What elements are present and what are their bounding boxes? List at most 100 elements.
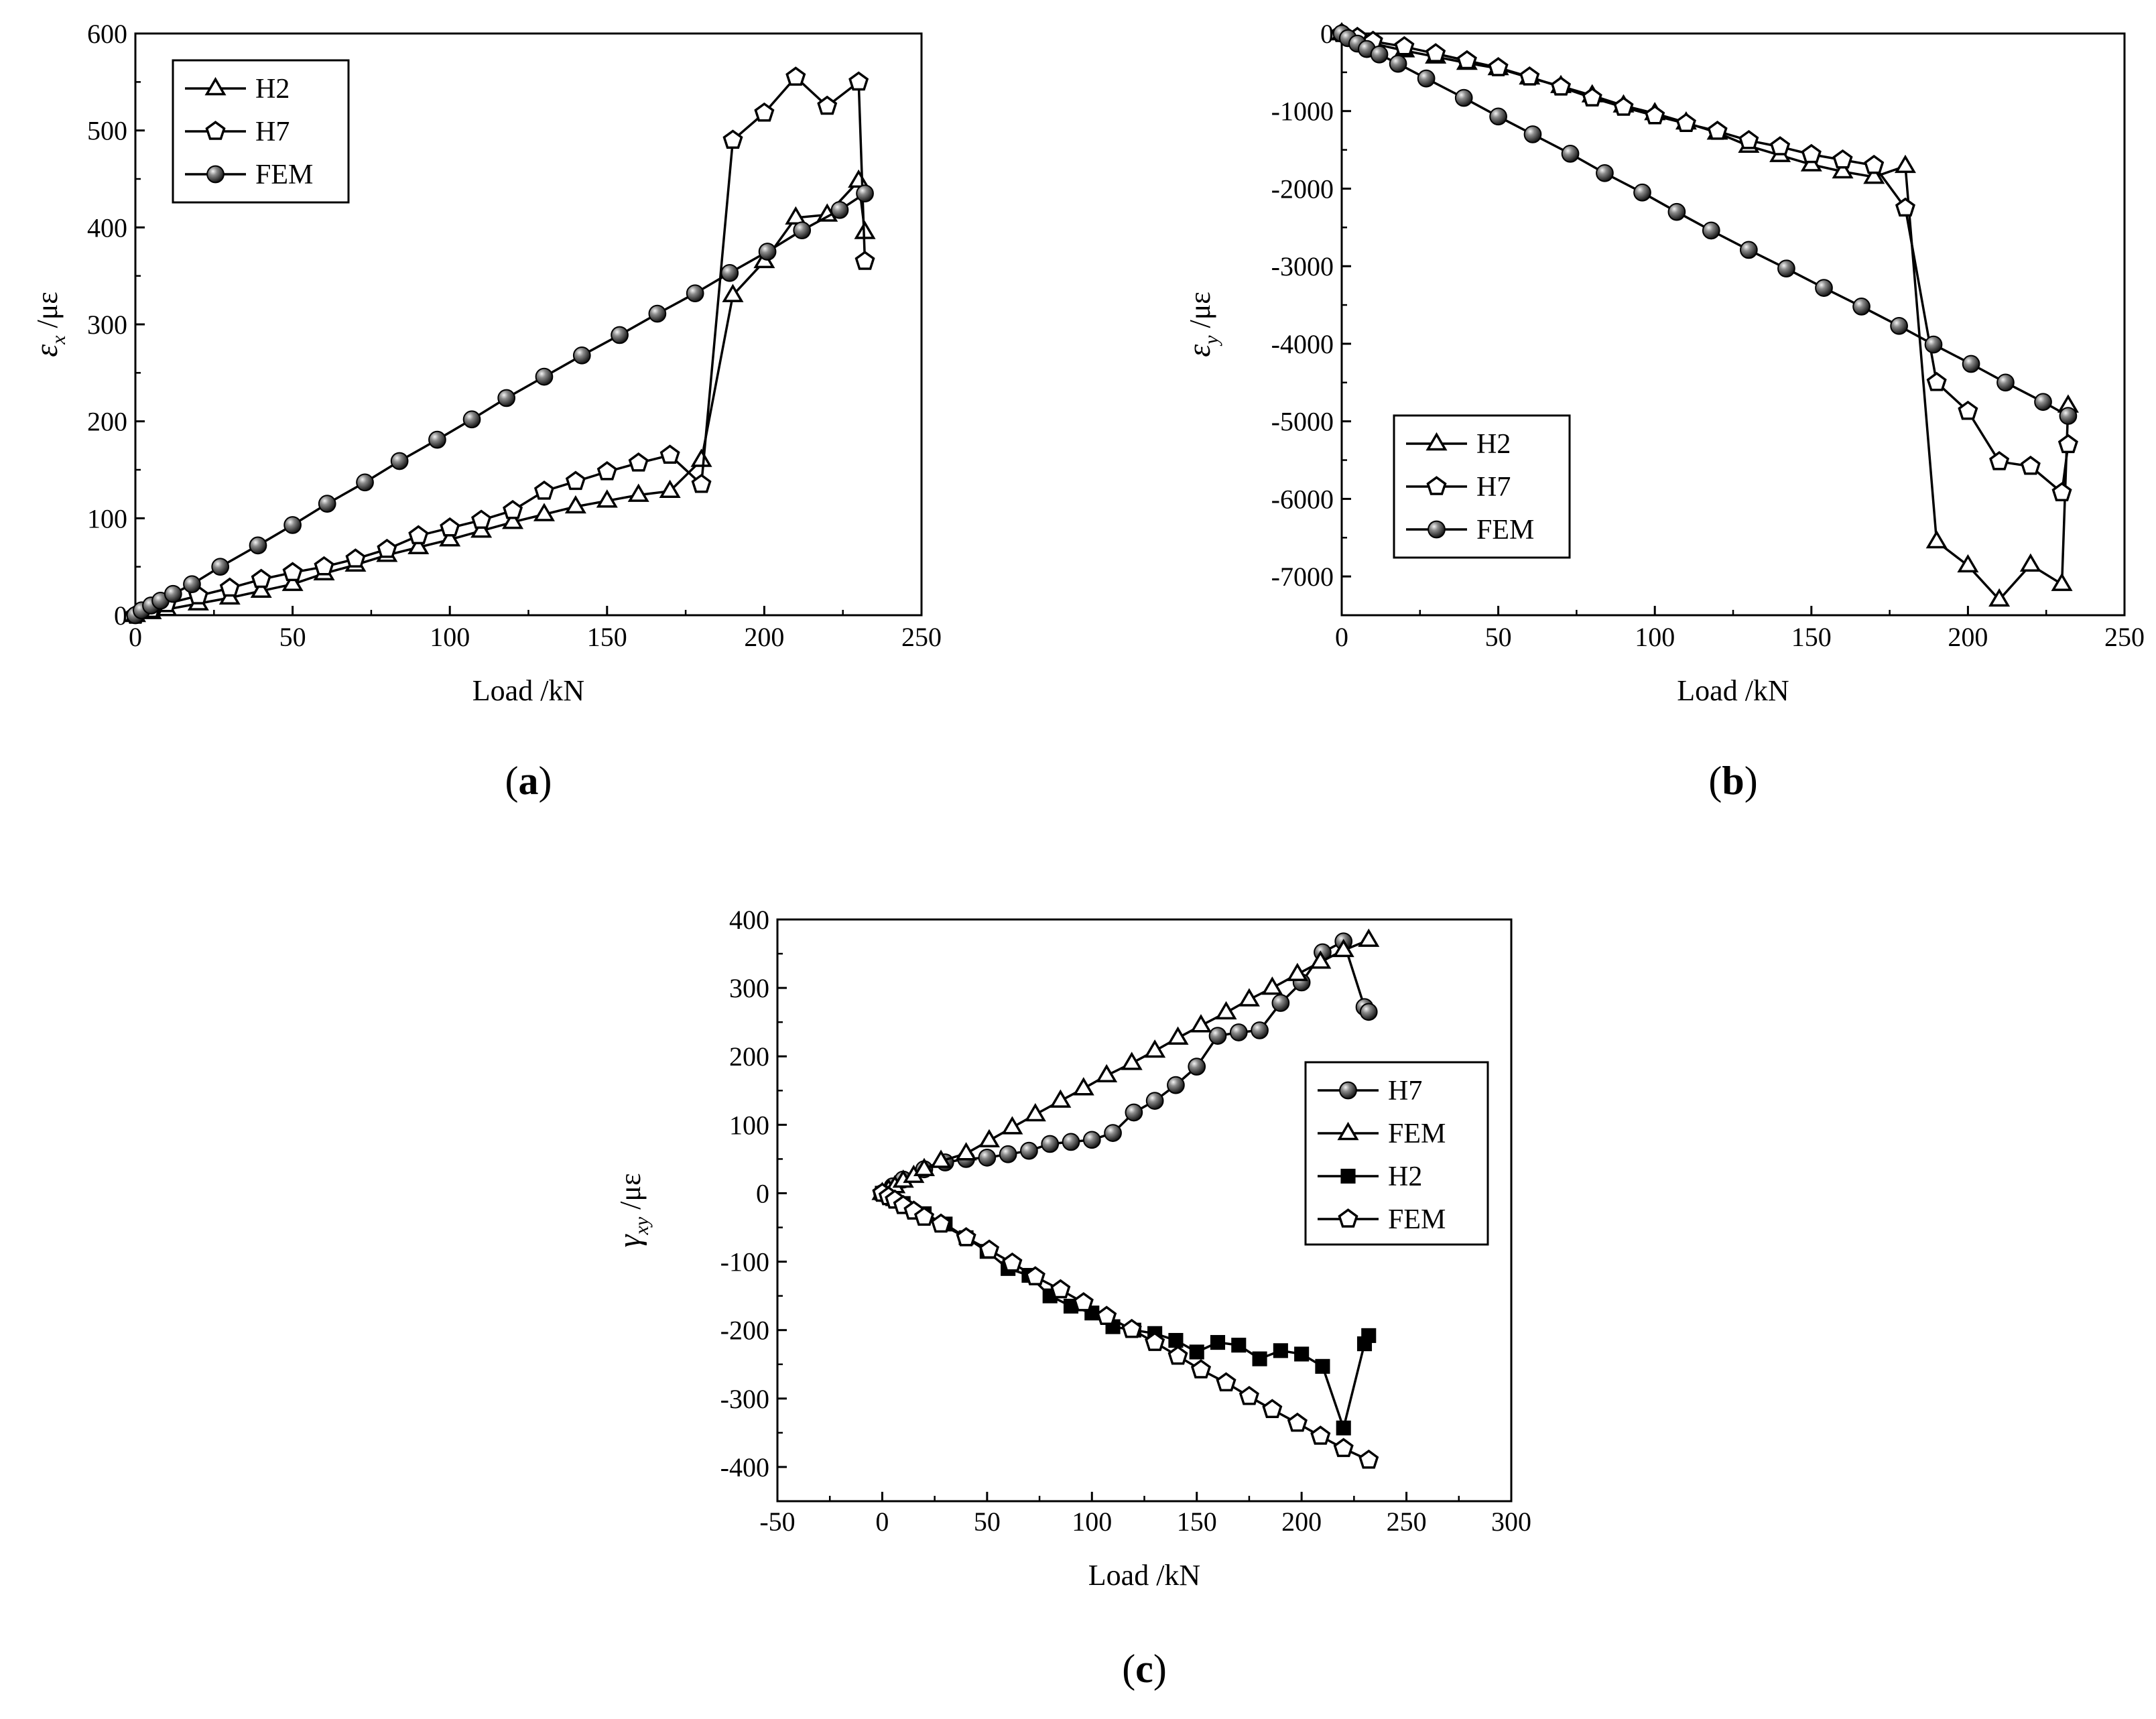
chart-c-point-fem: [1333, 1438, 1354, 1458]
chart-b-point-h2: [1988, 588, 2011, 607]
chart-a-point-h2: [533, 503, 555, 521]
chart-c-y-tick-label: 300: [729, 973, 769, 1003]
chart-b-x-tick-label: 150: [1791, 622, 1832, 652]
chart-c-point-h7: [1229, 1023, 1248, 1041]
chart-b-point-fem: [1561, 145, 1580, 163]
chart-b-point-h2: [1957, 554, 1979, 573]
chart-a-point-h2: [848, 169, 870, 188]
chart-b-series-h7-1: [1331, 23, 2078, 501]
chart-b-point-fem: [1777, 259, 1795, 278]
chart-c-point-fem: [1144, 1039, 1166, 1058]
chart-c-point-fem: [1310, 1425, 1331, 1445]
chart-b-point-h7: [1801, 143, 1822, 164]
chart-b-y-axis-label: εy /με: [1182, 292, 1222, 357]
chart-b-point-fem: [1740, 241, 1758, 259]
chart-c-point-h7: [1145, 1092, 1164, 1110]
chart-c-x-tick-label: 50: [974, 1507, 1001, 1537]
chart-b-x-tick-label: 0: [1335, 622, 1348, 652]
chart-c-y-axis-symbol: γ: [612, 1234, 647, 1247]
chart-panel-c: -50 0 50 100 150 200 250 300 -400 -300 -200 -100 0 10…: [612, 905, 1531, 1691]
chart-b-point-fem: [1996, 373, 2015, 392]
chart-b-y-axis-symbol: ε: [1182, 344, 1217, 357]
chart-a-x-tick-label: 100: [430, 622, 470, 652]
chart-c-x-tick-label: 100: [1072, 1507, 1112, 1537]
chart-c-point-fem: [1072, 1077, 1094, 1096]
chart-c-point-h7: [999, 1145, 1017, 1163]
chart-c-point-h7: [1167, 1076, 1185, 1094]
chart-a-point-h7: [848, 71, 869, 91]
chart-b-y-tick-label: -2000: [1271, 174, 1334, 204]
chart-c-y-tick-label: 0: [756, 1178, 769, 1208]
chart-b-y-axis-unit: /με: [1184, 292, 1216, 335]
chart-c-point-fem: [1216, 1372, 1236, 1392]
chart-c-panel-letter: c: [1135, 1647, 1153, 1691]
chart-a-point-h7: [854, 251, 875, 270]
chart-b-legend-marker: [1426, 476, 1447, 495]
chart-b-legend-label: H2: [1476, 429, 1511, 460]
chart-a-point-fem: [648, 304, 667, 323]
chart-c-point-fem: [1358, 1449, 1379, 1469]
chart-c-legend-marker: [1338, 1208, 1358, 1228]
chart-a-point-h2: [659, 479, 681, 499]
chart-a-panel-letter: a: [519, 759, 539, 803]
chart-c-point-fem: [1239, 1385, 1259, 1405]
chart-c-point-fem: [1261, 976, 1283, 995]
chart-c-series-line-h2: [881, 1192, 1370, 1432]
chart-c-point-h7: [1271, 994, 1290, 1012]
chart-a-point-h7: [691, 473, 712, 493]
chart-a-point-fem: [462, 410, 481, 429]
chart-c-x-axis-label: Load /kN: [1088, 1559, 1200, 1592]
chart-c-point-h7: [1020, 1141, 1038, 1160]
chart-b-point-h7: [1895, 197, 1915, 217]
chart-c-legend-marker: [1337, 1121, 1359, 1141]
chart-a-x-tick-label: 200: [744, 622, 784, 652]
chart-a-y-axis-unit: /με: [31, 292, 64, 335]
chart-a-point-h2: [690, 448, 712, 467]
chart-c-point-fem: [1096, 1064, 1118, 1083]
chart-c-panel-open: (: [1122, 1647, 1135, 1691]
chart-c-point-fem: [1096, 1306, 1117, 1326]
chart-c-series-fem-1: [871, 928, 1380, 1200]
chart-a-series-fem-2: [126, 184, 874, 625]
chart-b-point-fem: [1924, 335, 1943, 354]
chart-a-point-h2: [250, 579, 272, 598]
chart-a-point-fem: [390, 452, 409, 470]
chart-c-legend: H7 FEM H2 FEM: [1304, 1061, 1489, 1246]
chart-b-point-h2: [1925, 529, 1948, 549]
chart-b-point-h2: [2019, 553, 2041, 572]
chart-c-point-fem: [1050, 1089, 1072, 1108]
chart-a-y-tick-label: 500: [87, 116, 127, 146]
chart-c-point-fem: [1050, 1279, 1071, 1299]
chart-b-legend-label: H7: [1476, 472, 1511, 503]
chart-a-legend-label: FEM: [255, 160, 313, 190]
chart-b-panel-open: (: [1708, 759, 1722, 803]
chart-b-point-h2: [1832, 160, 1854, 179]
chart-c-y-tick-label: -300: [720, 1384, 769, 1414]
chart-a-point-h7: [722, 129, 743, 149]
chart-b-x-axis-label: Load /kN: [1677, 674, 1789, 707]
chart-b-point-h7: [1394, 36, 1415, 56]
chart-a-legend-label: H2: [255, 74, 290, 105]
chart-c-point-h2: [1210, 1335, 1226, 1350]
chart-a-point-h7: [219, 577, 240, 597]
chart-b-point-h7: [1456, 50, 1477, 70]
chart-b-y-axis-subscript: y: [1200, 335, 1222, 346]
chart-a-y-tick-label: 100: [87, 503, 127, 533]
chart-c-y-tick-label: 400: [729, 905, 769, 935]
chart-a-point-fem: [856, 184, 874, 203]
chart-c-point-h2: [1168, 1332, 1184, 1348]
chart-b-series-fem-2: [1332, 24, 2078, 425]
chart-c-point-fem: [978, 1129, 1001, 1148]
chart-a-y-tick-label: 400: [87, 212, 127, 243]
chart-b-point-h7: [1645, 105, 1665, 125]
chart-c-point-fem: [1121, 1318, 1142, 1338]
chart-a-point-fem: [793, 221, 812, 240]
chart-a-legend-marker: [204, 76, 227, 96]
chart-a-point-h7: [659, 444, 680, 464]
chart-a-y-axis-subscript: x: [48, 335, 70, 345]
chart-a-panel-close: ): [539, 759, 552, 803]
chart-b-point-fem: [1702, 221, 1720, 240]
chart-b-point-fem: [2059, 407, 2078, 425]
chart-a-point-h7: [345, 548, 366, 568]
chart-c-point-h2: [1361, 1328, 1377, 1343]
